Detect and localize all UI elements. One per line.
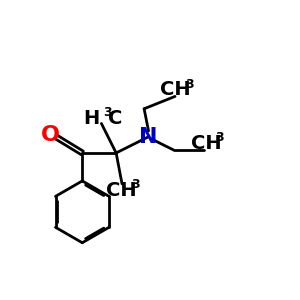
Text: 3: 3: [131, 178, 140, 191]
Text: O: O: [41, 125, 60, 145]
Text: CH: CH: [160, 80, 190, 99]
Text: 3: 3: [216, 131, 224, 144]
Text: H: H: [84, 109, 100, 128]
Text: 3: 3: [103, 106, 112, 119]
Text: 3: 3: [185, 77, 194, 91]
Text: CH: CH: [106, 181, 137, 200]
Text: C: C: [108, 109, 122, 128]
Text: N: N: [139, 127, 158, 147]
Text: CH: CH: [190, 134, 221, 153]
